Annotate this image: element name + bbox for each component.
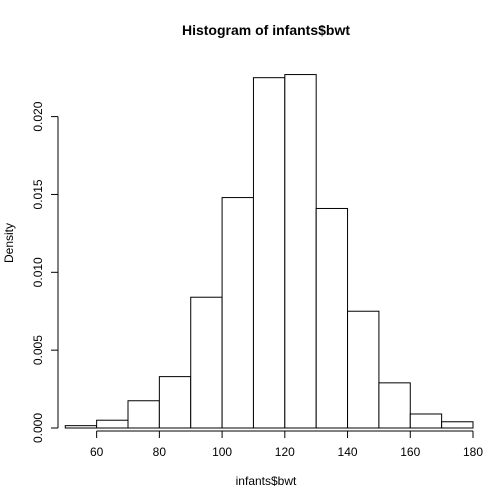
histogram-bar: [190, 296, 223, 429]
x-axis: 60 80 100 120 140 160 180: [90, 430, 483, 459]
x-tick-label: 60: [90, 445, 104, 459]
histogram-bar: [221, 197, 254, 429]
histogram-bar: [441, 421, 474, 429]
x-tick-label: 180: [463, 445, 483, 459]
x-tick-label: 120: [275, 445, 295, 459]
y-tick-label: 0.015: [31, 179, 45, 209]
histogram-bar: [284, 74, 317, 429]
y-tick-label: 0.000: [31, 413, 45, 443]
histogram-bar: [96, 419, 129, 429]
histogram-bar: [127, 400, 160, 429]
x-axis-label: infants$bwt: [236, 474, 297, 488]
x-tick-label: 140: [338, 445, 358, 459]
x-tick-label: 160: [400, 445, 420, 459]
y-axis-label: Density: [2, 223, 16, 263]
x-tick-label: 80: [153, 445, 167, 459]
histogram-bars: [64, 74, 474, 429]
y-tick-label: 0.005: [31, 335, 45, 365]
histogram-bar: [252, 77, 286, 429]
histogram-bar: [378, 382, 411, 429]
histogram-bar: [347, 310, 380, 429]
histogram-bar: [315, 207, 349, 429]
histogram-bar: [158, 376, 192, 429]
histogram-bar: [64, 425, 98, 429]
y-tick-label: 0.020: [31, 101, 45, 131]
x-tick-label: 100: [212, 445, 232, 459]
y-tick-label: 0.010: [31, 257, 45, 287]
histogram-bar: [409, 413, 443, 429]
y-axis: 0.000 0.005 0.010 0.015 0.020: [31, 101, 59, 443]
chart-title: Histogram of infants$bwt: [182, 22, 350, 38]
